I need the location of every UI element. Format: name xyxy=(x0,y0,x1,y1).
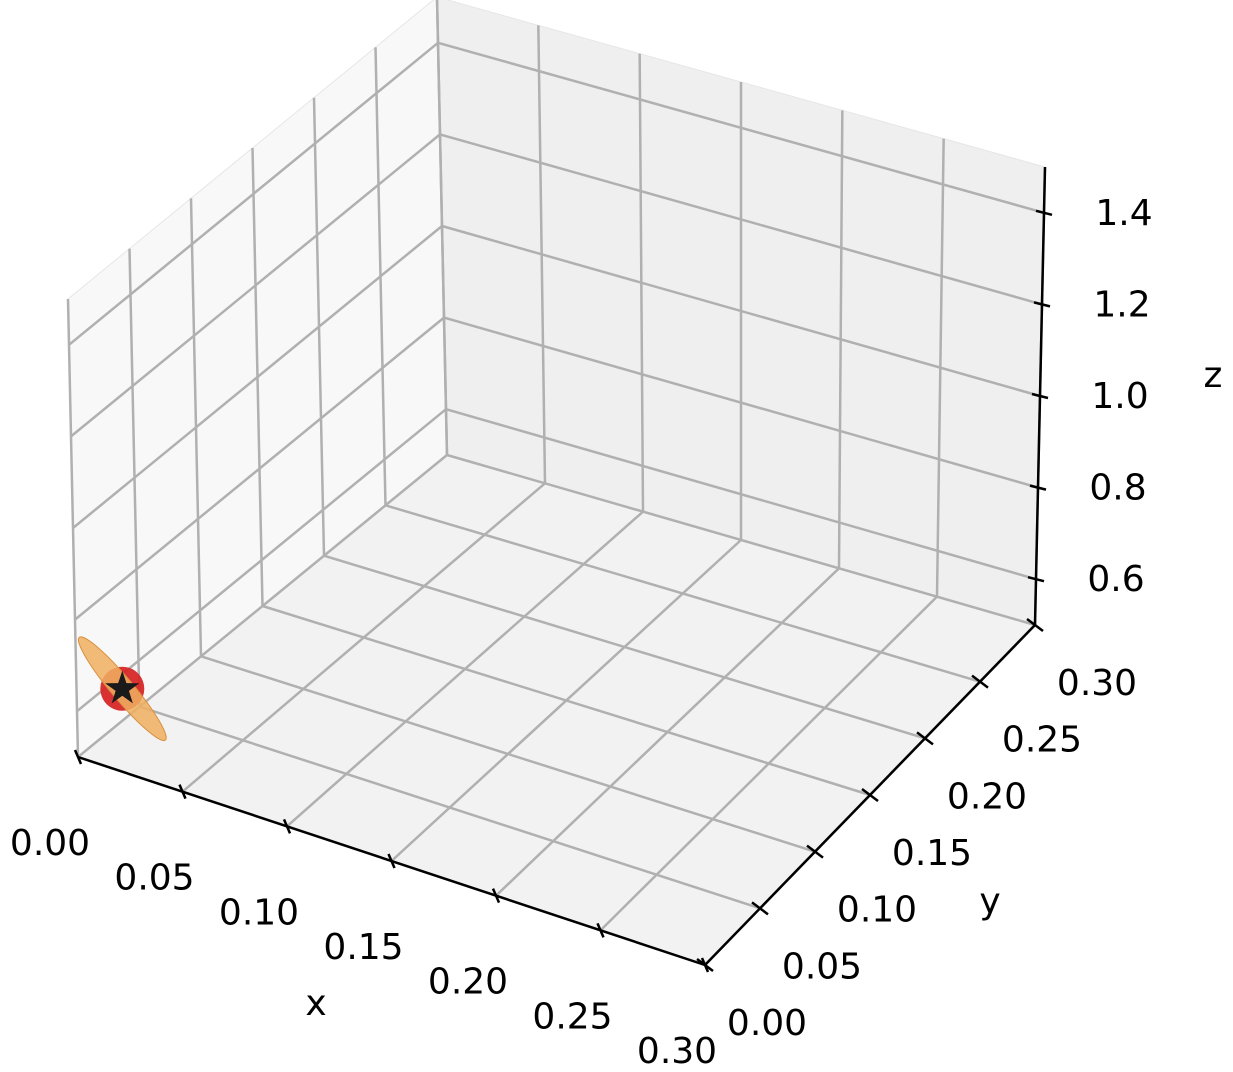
grid-line xyxy=(68,41,439,346)
x-tick-label: 0.25 xyxy=(532,996,612,1037)
y-tick-label: 0.10 xyxy=(837,890,917,931)
y-tick-label: 0.05 xyxy=(782,946,862,987)
star-marker xyxy=(105,670,140,704)
z-tick-label: 1.2 xyxy=(1093,284,1150,325)
x-tick-label: 0.15 xyxy=(323,927,403,968)
x-tick-label: 0.05 xyxy=(114,858,194,899)
grid-line xyxy=(439,133,1043,306)
y-tick-label: 0.00 xyxy=(727,1003,807,1044)
marks xyxy=(77,636,167,742)
x-tick-label: 0.00 xyxy=(10,823,90,864)
y-tick xyxy=(696,958,714,972)
x-tick xyxy=(491,888,501,904)
x-axis-label: x xyxy=(305,983,326,1024)
y-tick-label: 0.30 xyxy=(1057,663,1137,704)
x-tick xyxy=(282,818,292,834)
x-tick-label: 0.20 xyxy=(428,962,508,1003)
z-tick xyxy=(1035,209,1053,217)
grid-line xyxy=(139,705,761,910)
grid-line xyxy=(74,316,445,621)
x-tick-label: 0.10 xyxy=(219,892,299,933)
y-tick xyxy=(751,901,769,916)
y-tick-label: 0.15 xyxy=(892,833,972,874)
grid-line xyxy=(262,604,871,797)
y-tick xyxy=(861,788,879,802)
z-tick xyxy=(1029,484,1047,491)
y-tick xyxy=(806,844,824,859)
z-axis-label: z xyxy=(1204,355,1223,396)
y-tick xyxy=(1026,618,1044,632)
z-tick xyxy=(1031,392,1049,400)
grid-line xyxy=(72,225,443,529)
panes xyxy=(67,0,1046,966)
grid-line xyxy=(445,407,1037,581)
z-tick xyxy=(1027,575,1045,583)
grid-line xyxy=(441,224,1041,398)
y-tick xyxy=(916,731,934,746)
x-tick-label: 0.30 xyxy=(637,1031,717,1072)
grid-line xyxy=(70,133,441,438)
y-tick-label: 0.20 xyxy=(947,776,1027,817)
x-tick xyxy=(73,749,83,765)
grid-line xyxy=(200,655,816,853)
x-tick xyxy=(596,922,605,938)
y-axis-label: y xyxy=(979,881,1000,922)
grid-line xyxy=(76,408,447,713)
y-tick-label: 0.25 xyxy=(1002,720,1082,761)
grid xyxy=(66,0,1047,967)
grid-line xyxy=(437,41,1045,215)
z-tick-label: 1.4 xyxy=(1095,193,1152,234)
z-tick xyxy=(1033,301,1051,308)
x-tick xyxy=(387,853,396,869)
grid-line xyxy=(323,554,926,740)
x-tick xyxy=(178,784,187,800)
grid-line xyxy=(385,504,981,683)
grid-line xyxy=(443,316,1039,489)
axes: 0.000.050.100.150.200.250.300.000.050.10… xyxy=(10,166,1153,1072)
z-tick-label: 1.0 xyxy=(1091,376,1148,417)
z-tick-label: 0.6 xyxy=(1087,559,1144,600)
z-tick-label: 0.8 xyxy=(1089,468,1146,509)
y-tick xyxy=(971,674,989,689)
grid-line xyxy=(446,453,1036,627)
